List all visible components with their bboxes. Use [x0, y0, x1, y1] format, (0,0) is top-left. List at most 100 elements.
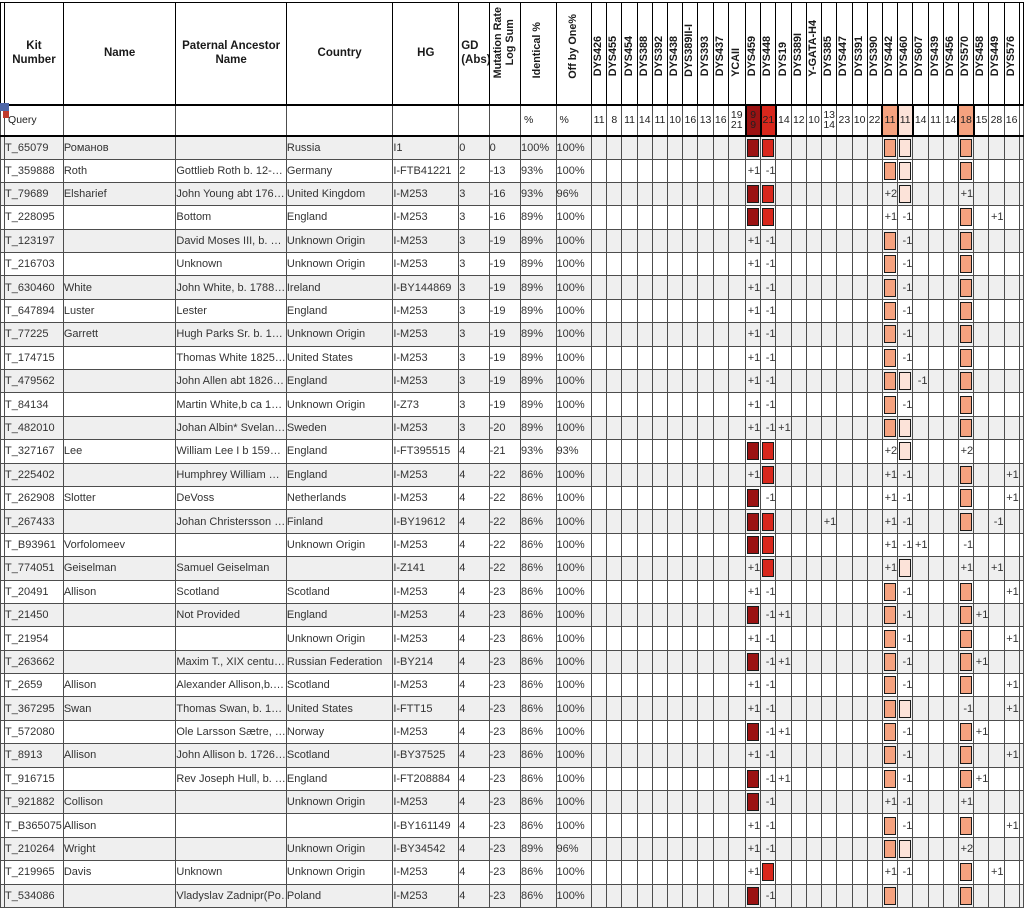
marker-fill-palepink — [899, 372, 912, 391]
cell-country — [285, 104, 394, 137]
marker-cell-DYS458 — [973, 790, 990, 815]
match-row: T_534086 Vladyslav Zadnipr(Po… Poland I-M25… — [0, 883, 1024, 909]
marker-cell-DYS19: +1 — [775, 415, 792, 441]
marker-cell-DYS438 — [667, 252, 684, 277]
marker-cell-DYS455 — [606, 532, 623, 558]
marker-cell-DYS570 — [957, 298, 975, 324]
cell-paternal-ancestor — [175, 626, 287, 651]
marker-header-Y-GATA-H4-label: Y-GATA-H4 — [807, 19, 820, 77]
cell-haplogroup: I1 — [392, 135, 460, 160]
marker-cell-DYS442 — [881, 298, 899, 324]
marker-header-DYS389II-I: DYS389II-I — [682, 2, 699, 106]
cell-paternal-ancestor: Hugh Parks Sr. b. 1… — [175, 322, 287, 347]
marker-cell-DYS458 — [973, 275, 990, 300]
marker-cell-DYS439 — [927, 626, 944, 651]
marker-cell-DYS576: +1 — [1003, 579, 1020, 604]
marker-cell-YCAII — [727, 532, 747, 558]
cell-kit-number: T_225402 — [4, 462, 64, 487]
marker-cell-DYS455 — [606, 439, 623, 464]
marker-cell-DYS460: -1 — [897, 392, 914, 417]
marker-cell-DYS456 — [942, 743, 959, 768]
marker-cell-DYS388 — [636, 228, 653, 254]
marker-cell-DYS607 — [912, 205, 929, 230]
cell-kit-number: T_20491 — [4, 579, 64, 604]
marker-cell-DYS391 — [851, 790, 868, 815]
marker-cell-DYS576: +1 — [1003, 696, 1020, 721]
cell-identical-percent: 86% — [520, 883, 557, 909]
marker-cell-DYS426 — [591, 439, 608, 464]
marker-cell-Y-GATA-H4 — [805, 252, 823, 277]
cell-haplogroup: I-Z73 — [392, 392, 460, 417]
marker-cell-DYS447 — [836, 649, 853, 675]
marker-cell-DYS390 — [866, 813, 883, 838]
marker-cell-DYS454 — [621, 369, 638, 394]
query-marker-cell-DYS19: 14 — [775, 104, 792, 137]
cell-off-by-one-percent: 100% — [555, 579, 593, 604]
cell-country: Unknown Origin — [285, 860, 394, 885]
marker-cell-DYS459: +1 — [745, 696, 762, 721]
marker-cell-DYS442: +1 — [881, 205, 899, 230]
marker-cell-DYS459 — [745, 719, 762, 745]
marker-cell-DYS448: -1 — [760, 649, 777, 675]
marker-cell-DYS19 — [775, 158, 792, 183]
marker-cell-DYS392 — [651, 485, 669, 511]
marker-cell-DYS459: +1 — [745, 860, 762, 885]
query-marker-cell-DYS438: 10 — [667, 104, 684, 137]
marker-header-DYS391: DYS391 — [851, 2, 868, 106]
marker-cell-DYS460: -1 — [897, 205, 914, 230]
marker-cell-YCAII — [727, 766, 747, 792]
marker-cell-DYS448: -1 — [760, 228, 777, 254]
marker-cell-DYS19 — [775, 228, 792, 254]
marker-cell-YCAII — [727, 719, 747, 745]
marker-cell-DYS389II-I — [682, 813, 699, 838]
marker-cell-DYS389I — [790, 181, 807, 207]
cell-right-sliver — [1018, 275, 1024, 300]
marker-cell-DYS607 — [912, 790, 929, 815]
cell-right-sliver — [1018, 345, 1024, 371]
marker-cell-DYS607 — [912, 485, 929, 511]
marker-cell-DYS607 — [912, 836, 929, 862]
marker-cell-DYS389I — [790, 836, 807, 862]
cell-name: Lee — [62, 439, 177, 464]
cell-mutation-rate-log-sum: -23 — [488, 790, 522, 815]
marker-cell-DYS607 — [912, 602, 929, 628]
marker-cell-DYS390 — [866, 556, 883, 581]
cell-identical-percent: 89% — [520, 228, 557, 254]
cell-kit-number: T_916715 — [4, 766, 64, 792]
cell-identical-percent: 100% — [520, 135, 557, 160]
marker-cell-DYS439 — [927, 649, 944, 675]
marker-cell-DYS388 — [636, 322, 653, 347]
marker-cell-DYS385 — [821, 205, 838, 230]
marker-cell-DYS426 — [591, 322, 608, 347]
marker-cell-DYS389II-I — [682, 579, 699, 604]
marker-cell-DYS389I — [790, 228, 807, 254]
marker-cell-DYS392 — [651, 439, 669, 464]
marker-header-DYS458: DYS458 — [973, 2, 990, 106]
column-header-identical-label: Identical % — [531, 22, 544, 79]
marker-cell-DYS459: +1 — [745, 322, 762, 347]
cell-paternal-ancestor: David Moses III, b. … — [175, 228, 287, 254]
marker-cell-DYS390 — [866, 696, 883, 721]
cell-identical-percent: 89% — [520, 275, 557, 300]
marker-cell-DYS607 — [912, 439, 929, 464]
marker-cell-DYS576 — [1003, 369, 1020, 394]
cell-country: Scotland — [285, 673, 394, 698]
marker-cell-DYS448: -1 — [760, 836, 777, 862]
marker-cell-DYS455 — [606, 252, 623, 277]
marker-cell-DYS454 — [621, 696, 638, 721]
cell-mutation-rate-log-sum: -23 — [488, 696, 522, 721]
marker-cell-DYS426 — [591, 860, 608, 885]
marker-cell-DYS447 — [836, 626, 853, 651]
cell-off-by-one-percent: 100% — [555, 696, 593, 721]
marker-cell-DYS455 — [606, 790, 623, 815]
cell-identical-percent: 89% — [520, 836, 557, 862]
marker-cell-DYS449 — [988, 369, 1005, 394]
cell-kit-number: T_B365075 — [4, 813, 64, 838]
marker-cell-DYS437 — [712, 743, 729, 768]
cell-mutation-rate-log-sum: -23 — [488, 626, 522, 651]
cell-name: Allison — [62, 673, 177, 698]
marker-cell-DYS385 — [821, 345, 838, 371]
marker-fill-darkred — [747, 208, 760, 227]
marker-cell-DYS570: -1 — [957, 696, 975, 721]
query-marker-cell-DYS426: 11 — [591, 104, 608, 137]
